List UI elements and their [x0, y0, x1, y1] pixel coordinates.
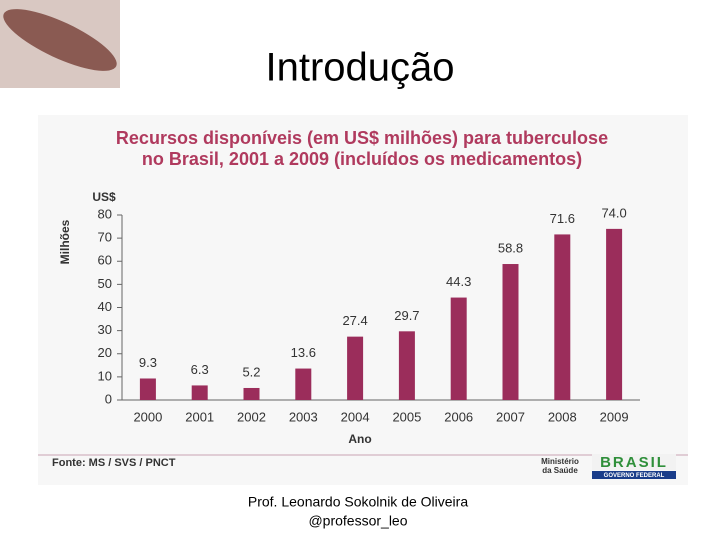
- y-tick-label: 10: [98, 368, 112, 383]
- value-label: 74.0: [601, 205, 626, 220]
- y-tick-label: 80: [98, 206, 112, 221]
- bar: [606, 228, 623, 400]
- bacterium: [3, 9, 117, 71]
- x-tick-label: 2008: [548, 409, 577, 424]
- y-tick-label: 40: [98, 299, 112, 314]
- unit-label: US$: [92, 190, 116, 204]
- x-tick-label: 2005: [392, 409, 421, 424]
- y-tick-label: 60: [98, 253, 112, 268]
- chart-title: Recursos disponíveis (em US$ milhões) pa…: [116, 128, 608, 148]
- slide-title: Introdução: [265, 46, 454, 90]
- bar: [502, 264, 519, 400]
- y-tick-label: 70: [98, 230, 112, 245]
- footer-handle: @professor_leo: [308, 513, 407, 529]
- brasil-logo-bg: [592, 454, 676, 470]
- x-tick-label: 2004: [341, 409, 370, 424]
- bar: [450, 297, 467, 400]
- x-tick-label: 2009: [600, 409, 629, 424]
- x-tick-label: 2007: [496, 409, 525, 424]
- x-tick-label: 2001: [185, 409, 214, 424]
- value-label: 29.7: [394, 308, 419, 323]
- y-tick-label: 20: [98, 345, 112, 360]
- value-label: 71.6: [550, 211, 575, 226]
- bar: [243, 387, 260, 400]
- chart-background: [38, 115, 688, 485]
- y-axis-label: Milhões: [58, 219, 72, 264]
- ministry-logo: Ministério: [541, 457, 579, 466]
- bar: [139, 378, 156, 400]
- brasil-logo: BRASIL: [600, 454, 668, 471]
- government-band: [592, 471, 676, 479]
- ministry-logo: da Saúde: [542, 466, 578, 475]
- bar: [191, 385, 208, 400]
- value-label: 13.6: [291, 345, 316, 360]
- bar: [554, 234, 571, 400]
- source: Fonte: MS / SVS / PNCT: [52, 457, 176, 469]
- bar: [295, 368, 312, 400]
- x-tick-label: 2003: [289, 409, 318, 424]
- value-label: 58.8: [498, 240, 523, 255]
- value-label: 27.4: [342, 313, 367, 328]
- footer-author: Prof. Leonardo Sokolnik de Oliveira: [248, 494, 468, 510]
- value-label: 6.3: [191, 362, 209, 377]
- y-tick-label: 30: [98, 322, 112, 337]
- bar: [347, 336, 364, 400]
- y-tick-label: 50: [98, 276, 112, 291]
- x-tick-label: 2000: [133, 409, 162, 424]
- value-label: 5.2: [242, 364, 260, 379]
- x-axis-label: Ano: [348, 432, 371, 446]
- bar: [398, 331, 415, 400]
- value-label: 9.3: [139, 355, 157, 370]
- value-label: 44.3: [446, 274, 471, 289]
- chart-title: no Brasil, 2001 a 2009 (incluídos os med…: [142, 149, 582, 169]
- y-tick-label: 0: [105, 391, 112, 406]
- x-tick-label: 2002: [237, 409, 266, 424]
- government-logo: GOVERNO FEDERAL: [604, 473, 665, 479]
- x-tick-label: 2006: [444, 409, 473, 424]
